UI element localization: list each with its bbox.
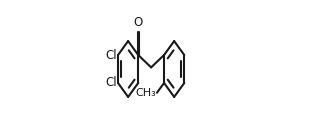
Text: Cl: Cl xyxy=(105,49,116,62)
Text: CH₃: CH₃ xyxy=(135,88,156,98)
Text: O: O xyxy=(134,16,143,29)
Text: Cl: Cl xyxy=(105,76,116,89)
